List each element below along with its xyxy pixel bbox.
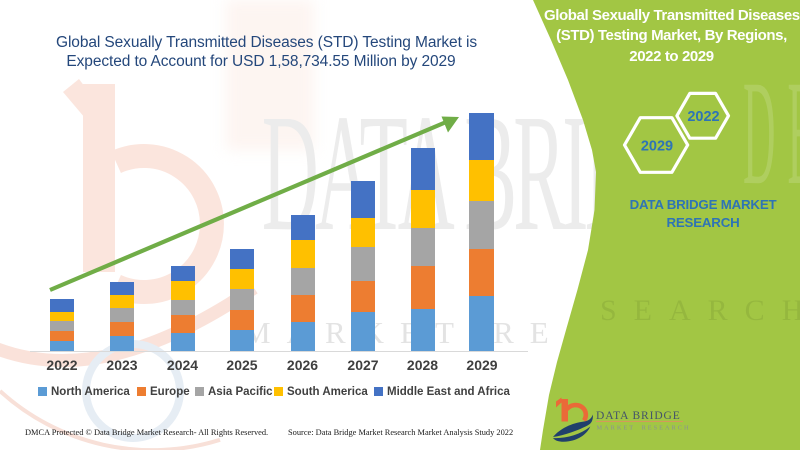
svg-text:2029: 2029	[641, 139, 673, 155]
svg-text:DATA BRIDGE: DATA BRIDGE	[596, 410, 681, 422]
svg-text:DE: DE	[743, 49, 800, 216]
svg-text:SEARCH: SEARCH	[600, 294, 800, 327]
svg-text:2022: 2022	[687, 109, 719, 125]
svg-text:MARKET RESEARCH: MARKET RESEARCH	[597, 425, 691, 432]
